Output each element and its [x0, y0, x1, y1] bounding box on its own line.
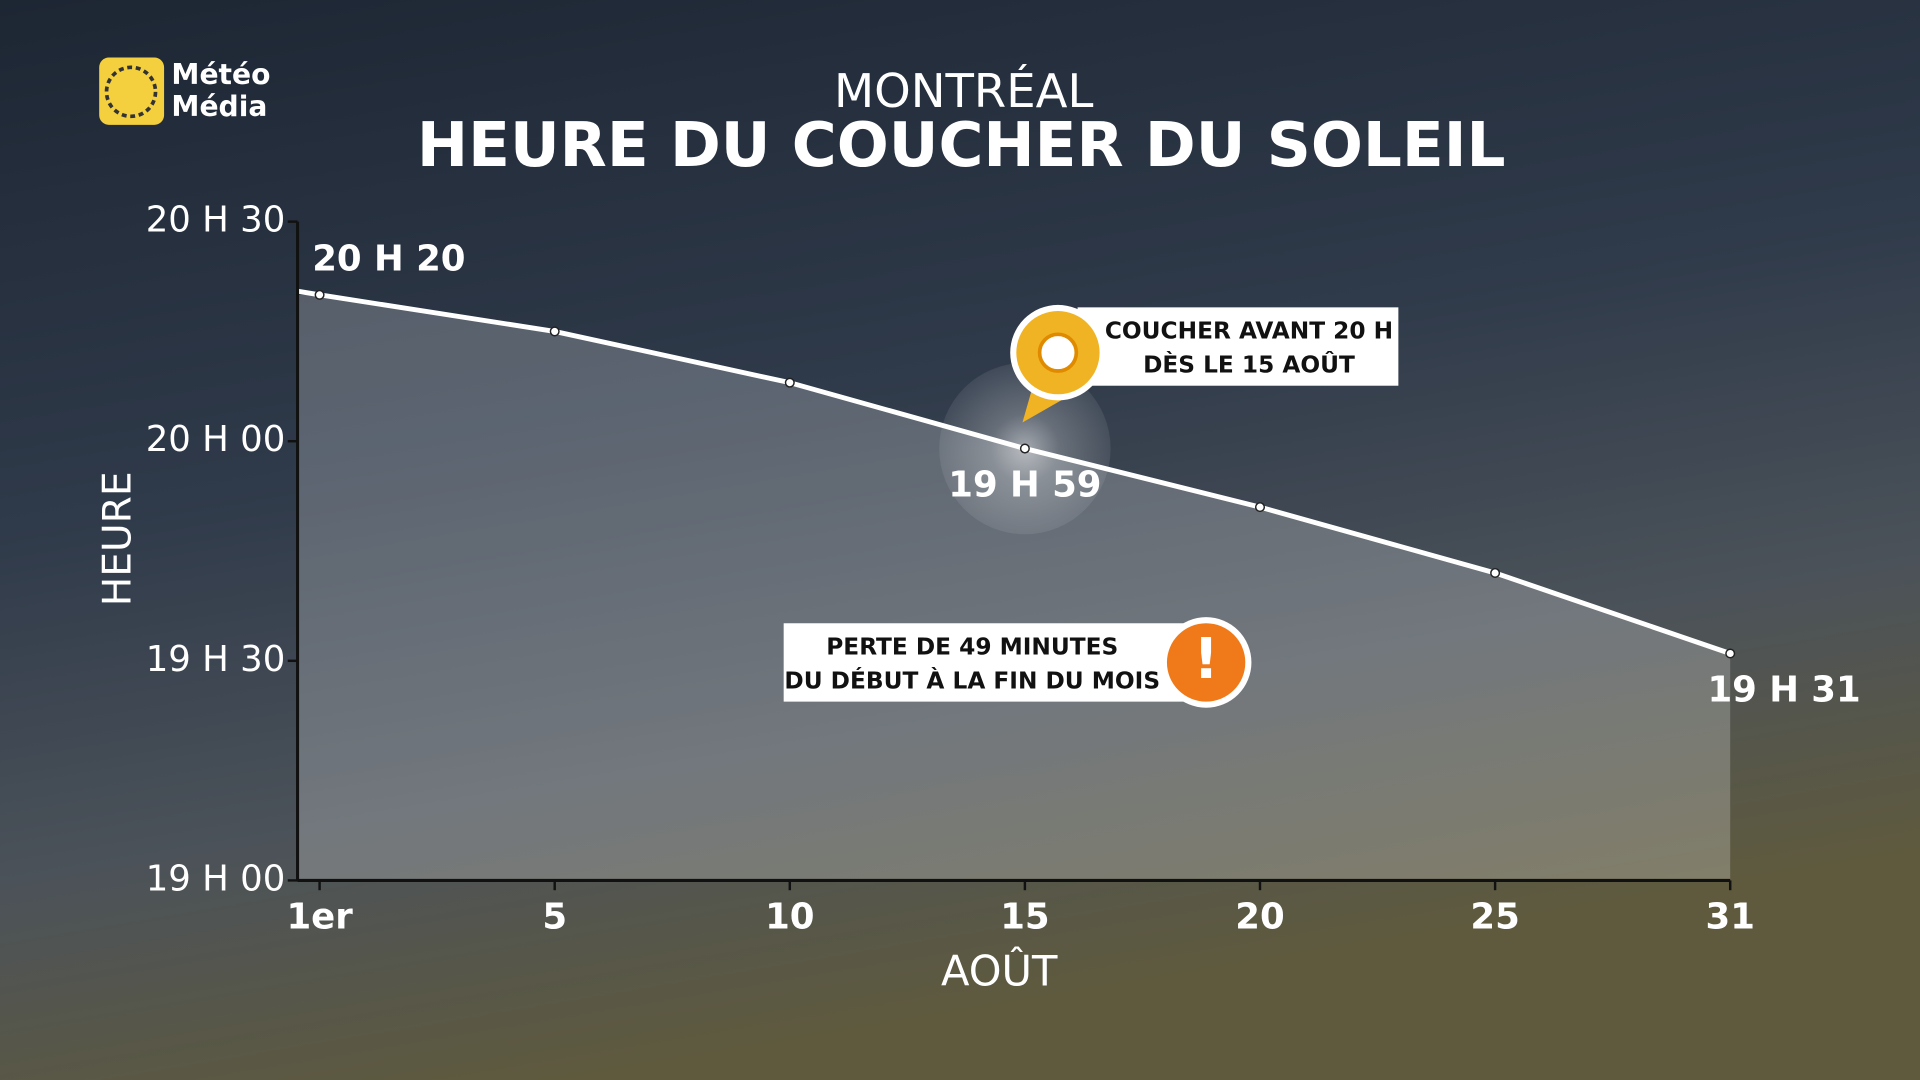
- x-tick-label: 15: [1000, 896, 1049, 937]
- y-tick-label: 19 H 30: [146, 639, 286, 680]
- y-tick-label: 19 H 00: [146, 858, 286, 899]
- annotation-text: COUCHER AVANT 20 H: [1105, 317, 1393, 344]
- area: [297, 294, 1731, 881]
- chart-title: HEURE DU COUCHER DU SOLEIL: [417, 110, 1506, 181]
- x-tick-label: 20: [1235, 896, 1284, 937]
- warning-icon: [1166, 623, 1246, 702]
- chart-subtitle: MONTRÉAL: [834, 64, 1093, 118]
- line: [297, 288, 1731, 656]
- x-axis-title: AOÛT: [941, 947, 1058, 996]
- logo-text: Média: [171, 90, 267, 123]
- sun-icon: [1037, 332, 1079, 373]
- x-tick-label: 5: [542, 896, 567, 937]
- y-tick-label: 20 H 00: [146, 419, 286, 460]
- value-label: 19 H 31: [1707, 669, 1860, 710]
- x-tick-label: 31: [1706, 896, 1755, 937]
- value-label: 19 H 59: [948, 465, 1101, 506]
- annotation-text: DÈS LE 15 AOÛT: [1143, 351, 1355, 379]
- point: [314, 289, 325, 300]
- annotation-box: [783, 623, 1188, 702]
- annotation-text: DU DÉBUT À LA FIN DU MOIS: [784, 667, 1160, 695]
- warning-mark: !: [1193, 627, 1219, 692]
- logo-text: Météo: [171, 58, 270, 91]
- point: [1725, 648, 1736, 659]
- plot: 19 H 00 19 H 30 20 H 00 20 H 30 20 H 20 19 H …: [146, 200, 1861, 938]
- x-tick-label: 1er: [286, 896, 353, 937]
- logo-globe: [104, 65, 158, 119]
- y-axis-title: HEURE: [96, 471, 141, 606]
- value-label: 20 H 20: [312, 239, 465, 280]
- point: [549, 326, 560, 337]
- y-tick-label: 20 H 30: [146, 200, 286, 241]
- point: [1490, 567, 1501, 578]
- point: [784, 377, 795, 388]
- annotation-sunset: COUCHER AVANT 20 H DÈS LE 15 AOÛT: [1010, 304, 1399, 423]
- logo: Météo Média: [99, 57, 270, 125]
- annotation-text: PERTE DE 49 MINUTES: [826, 633, 1118, 660]
- point: [1254, 502, 1266, 513]
- x-tick-label: 25: [1470, 896, 1519, 937]
- annotation-loss: ! PERTE DE 49 MINUTES DU DÉBUT À LA FIN …: [783, 617, 1252, 708]
- point: [1019, 443, 1030, 454]
- x-tick-label: 10: [765, 896, 814, 937]
- annotation-box: [1077, 307, 1399, 386]
